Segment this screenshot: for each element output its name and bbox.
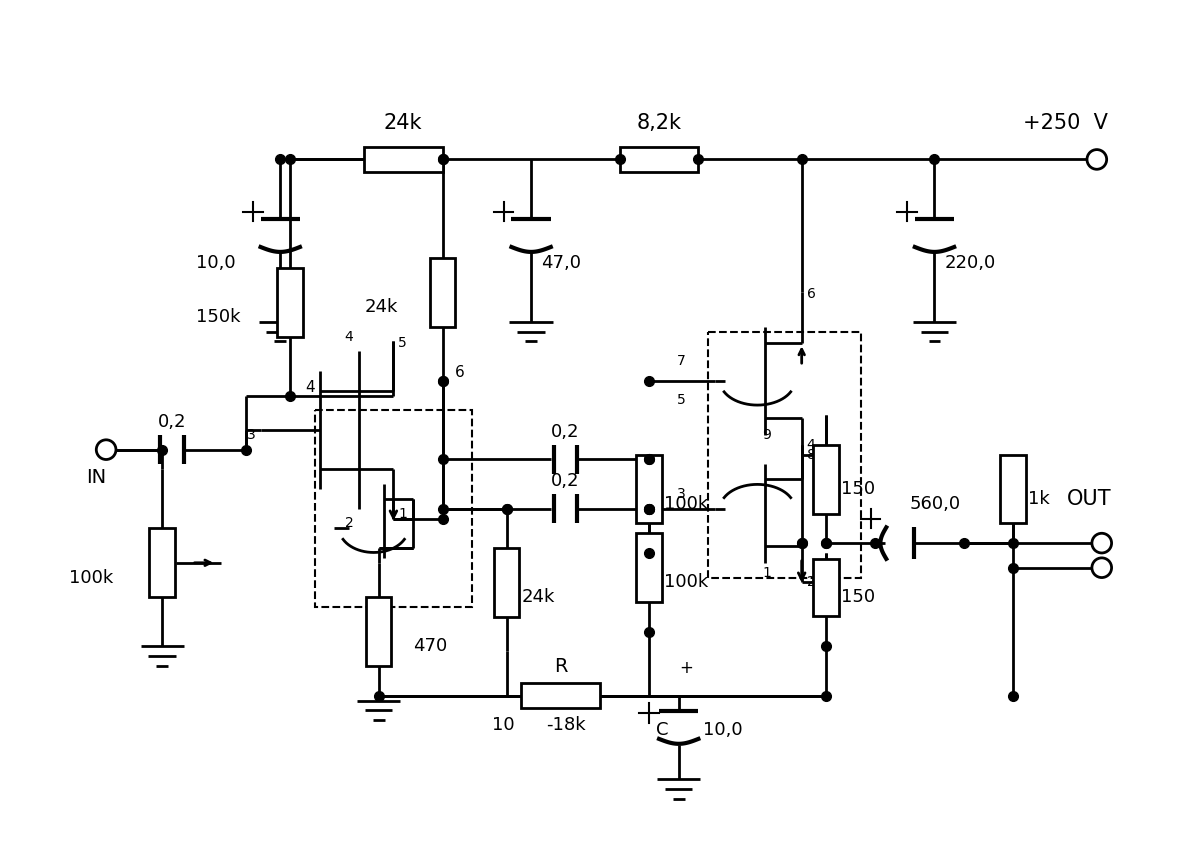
Text: 1k: 1k (1028, 490, 1050, 508)
Text: 150k: 150k (197, 308, 241, 326)
Bar (277, 268, 302, 336)
Text: 470: 470 (413, 637, 448, 656)
Text: 4: 4 (806, 438, 815, 452)
Bar (814, 444, 839, 514)
Text: 10,0: 10,0 (197, 254, 236, 272)
Text: 5: 5 (398, 336, 407, 350)
Bar (636, 534, 662, 602)
Bar (708, 331, 860, 577)
Text: 150: 150 (841, 480, 875, 498)
Text: 10: 10 (492, 716, 515, 734)
Text: 8: 8 (806, 448, 816, 462)
Text: 150: 150 (841, 589, 875, 607)
Text: 100k: 100k (664, 495, 708, 513)
Text: 1: 1 (762, 565, 772, 580)
Bar (521, 683, 600, 709)
Text: 6: 6 (455, 366, 464, 380)
Text: 220,0: 220,0 (944, 254, 996, 272)
Bar (314, 410, 472, 607)
Text: OUT: OUT (1067, 489, 1112, 509)
Text: 47,0: 47,0 (541, 254, 581, 272)
Text: 4: 4 (344, 329, 354, 343)
Bar (364, 147, 443, 172)
Bar (493, 548, 520, 617)
Text: 10,0: 10,0 (703, 721, 743, 739)
Text: 6: 6 (806, 287, 816, 301)
Text: 100k: 100k (664, 573, 708, 591)
Text: 8,2k: 8,2k (636, 113, 682, 133)
Bar (1001, 455, 1026, 523)
Text: C: C (656, 721, 668, 739)
Bar (366, 597, 391, 666)
Text: 3: 3 (677, 487, 685, 501)
Text: 0,2: 0,2 (157, 413, 186, 431)
Text: 0,2: 0,2 (551, 472, 580, 490)
Text: 24k: 24k (521, 589, 554, 607)
Text: 100k: 100k (68, 569, 113, 587)
Bar (619, 147, 698, 172)
Text: 4: 4 (305, 380, 314, 396)
Text: 3: 3 (247, 428, 256, 442)
Text: 2: 2 (806, 576, 815, 589)
Text: 9: 9 (762, 428, 772, 442)
Text: 24k: 24k (384, 113, 422, 133)
Text: 7: 7 (677, 354, 685, 368)
Text: 5: 5 (677, 394, 685, 408)
Text: 24k: 24k (365, 298, 398, 316)
Text: +250  V: +250 V (1024, 113, 1108, 133)
Text: +: + (679, 659, 694, 677)
Bar (814, 559, 839, 616)
Text: 0,2: 0,2 (551, 423, 580, 441)
Text: R: R (554, 656, 568, 675)
Bar (430, 257, 455, 327)
Text: 1: 1 (398, 506, 407, 521)
Bar (150, 529, 175, 597)
Text: IN: IN (86, 468, 107, 486)
Bar (636, 455, 662, 523)
Text: 2: 2 (344, 517, 354, 530)
Text: -18k: -18k (546, 716, 586, 734)
Text: 560,0: 560,0 (910, 495, 961, 513)
